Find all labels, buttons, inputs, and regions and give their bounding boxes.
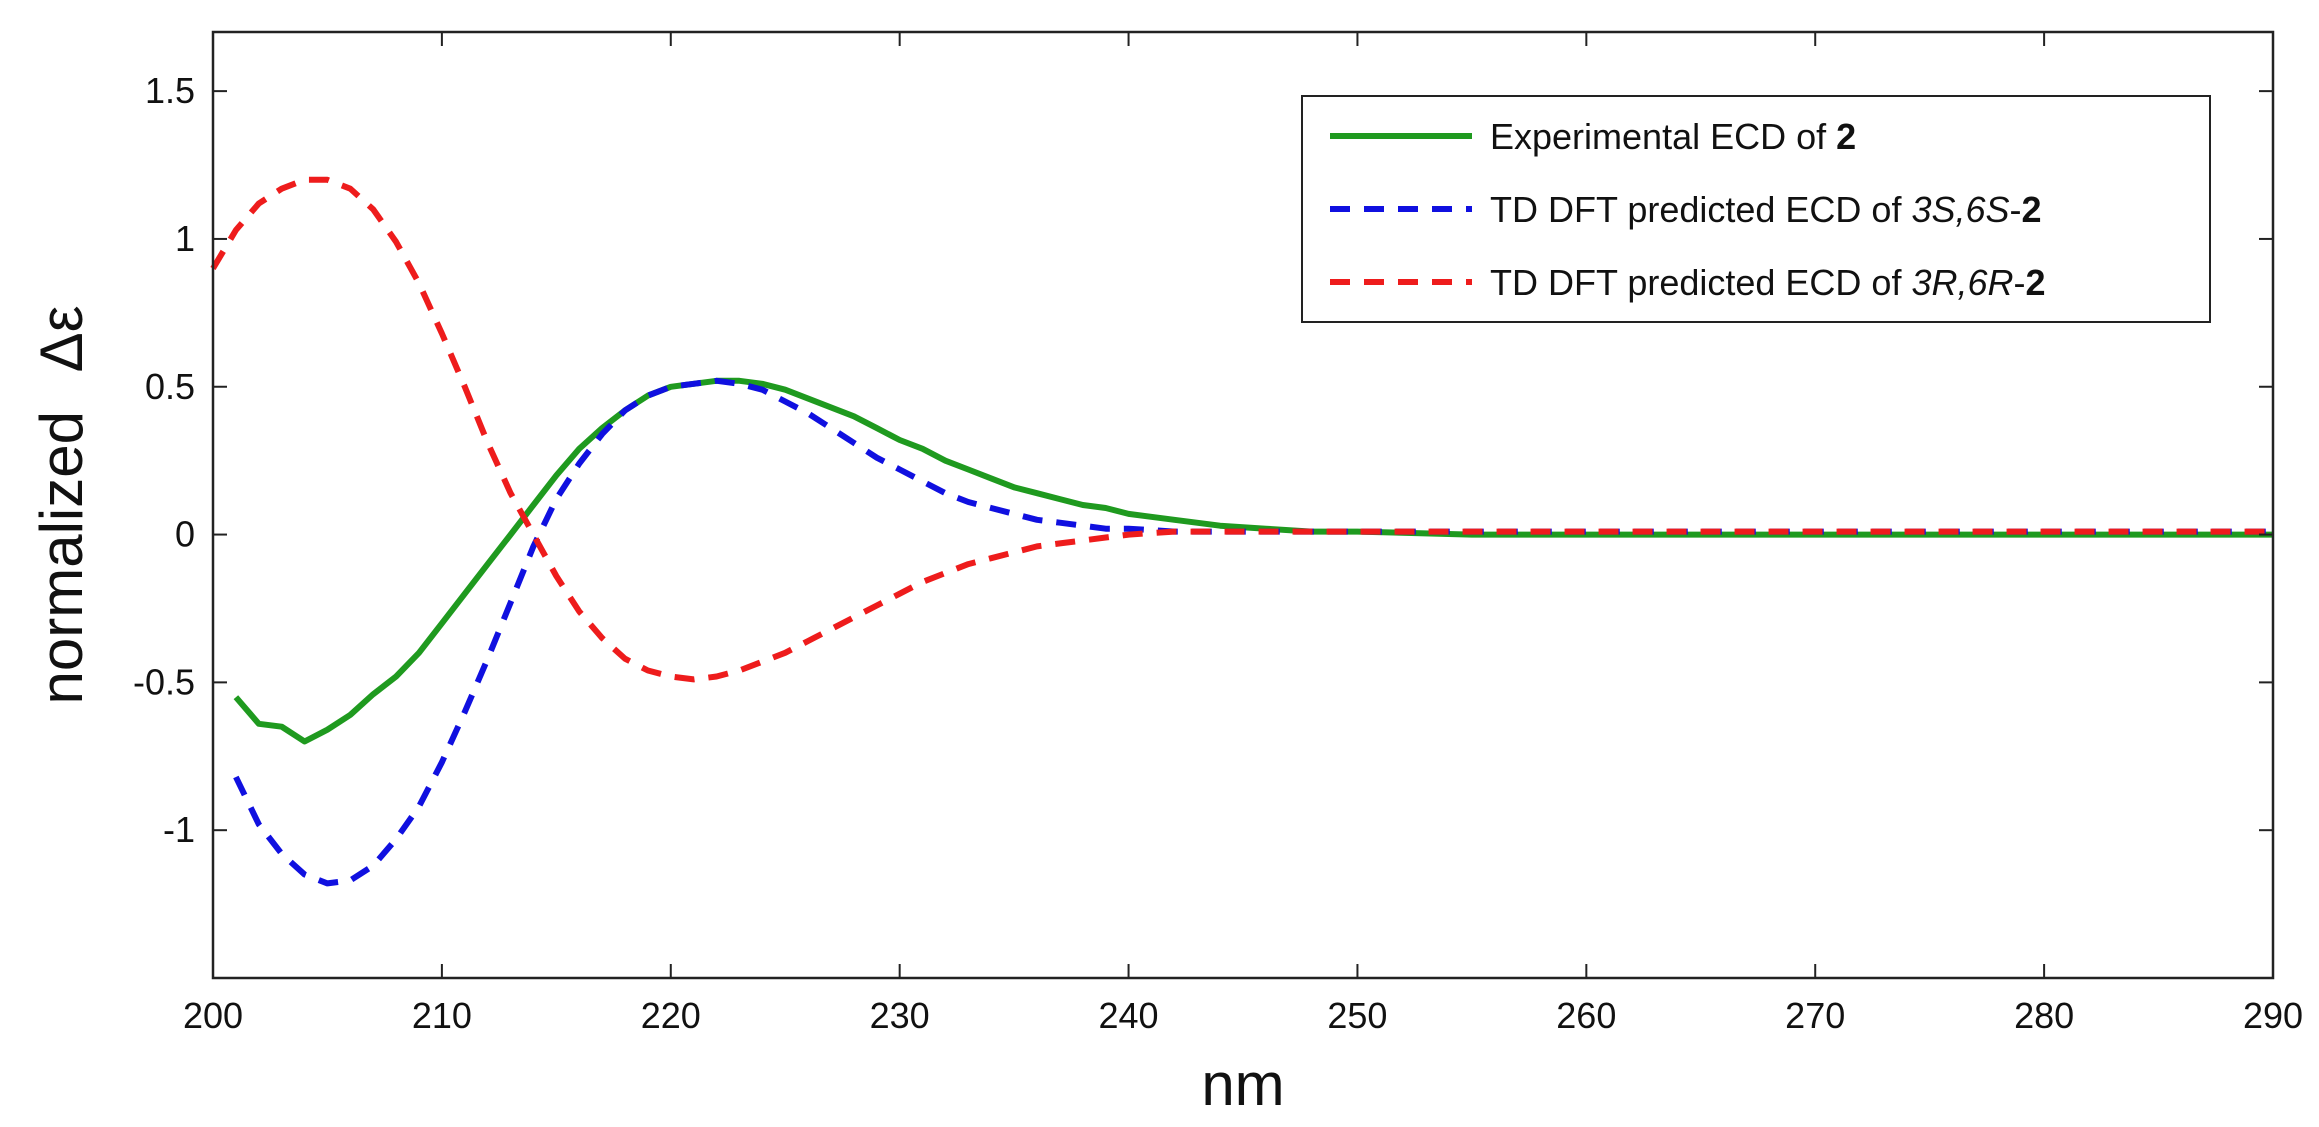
legend-label-part: Experimental ECD of [1490, 116, 1836, 157]
y-tick-label: -1 [163, 809, 195, 850]
series-layer [210, 176, 2273, 887]
y-axis-title-prefix: normalized [28, 411, 95, 704]
x-axis-title: nm [1201, 1051, 1284, 1118]
x-tick-label: 260 [1556, 995, 1616, 1036]
x-tick-label: 240 [1099, 995, 1159, 1036]
x-tick-label: 220 [641, 995, 701, 1036]
legend-label-part: 2 [2022, 189, 2042, 230]
legend-label-1: Experimental ECD of 2 [1490, 116, 1856, 157]
legend-label-part: 2 [2026, 262, 2046, 303]
legend-label-part: TD DFT predicted ECD of [1490, 262, 1911, 303]
x-tick-label: 210 [412, 995, 472, 1036]
legend-label-part: 3S,6S [1911, 189, 2009, 230]
legend-label-part: - [2010, 189, 2022, 230]
x-tick-label: 270 [1785, 995, 1845, 1036]
x-tick-label: 290 [2243, 995, 2303, 1036]
y-axis-title: normalized Δε [28, 306, 95, 705]
axis-ticks: 200 210 220 230 240 250 260 270 280 290-1-0.500.5… [133, 32, 2303, 1036]
series-line-3 [210, 176, 2273, 683]
legend-label-part: TD DFT predicted ECD of [1490, 189, 1911, 230]
x-tick-label: 200 [183, 995, 243, 1036]
legend-label-2: TD DFT predicted ECD of 3S,6S-2 [1490, 189, 2042, 230]
y-tick-label: 0 [175, 514, 195, 555]
legend-label-part: - [2014, 262, 2026, 303]
y-tick-label: -0.5 [133, 661, 195, 702]
y-tick-label: 1 [175, 218, 195, 259]
x-tick-label: 230 [870, 995, 930, 1036]
x-tick-label: 280 [2014, 995, 2074, 1036]
legend-label-part: 2 [1836, 116, 1856, 157]
legend-label-part: 3R,6R [1911, 262, 2013, 303]
y-tick-label: 0.5 [145, 366, 195, 407]
legend: Experimental ECD of 2TD DFT predicted EC… [1301, 95, 2211, 323]
x-tick-label: 250 [1327, 995, 1387, 1036]
y-tick-label: 1.5 [145, 70, 195, 111]
y-axis-title-symbol: Δε [28, 306, 95, 373]
plot-frame [211, 30, 2275, 980]
legend-label-3: TD DFT predicted ECD of 3R,6R-2 [1490, 262, 2046, 303]
